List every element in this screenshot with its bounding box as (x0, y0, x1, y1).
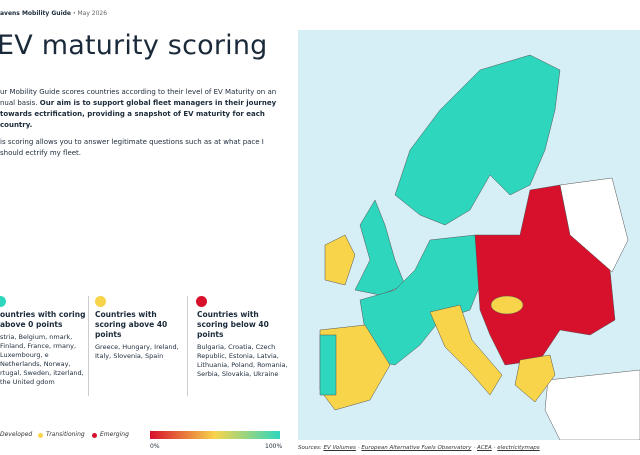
dot-transitioning (95, 296, 106, 307)
dot-developed (0, 296, 6, 307)
scale-min: 0% (150, 443, 160, 450)
column: ountries with coring above 0 points stria… (0, 310, 92, 387)
legend-item: Transitioning (46, 431, 85, 438)
legend-item: Developed (0, 431, 33, 438)
brand: avens Mobility Guide (0, 10, 72, 17)
legend-dot (92, 433, 97, 438)
column-heading: Countries with scoring below 40 points (197, 310, 269, 339)
column: Countries with scoring below 40 points Bu… (197, 310, 289, 379)
land-transitioning (429, 304, 503, 396)
source: European Alternative Fuels Observatory (361, 445, 472, 451)
scale-max: 100% (265, 443, 283, 450)
intro-1: ur Mobility Guide scores countries accor… (0, 87, 285, 131)
scale-bar (150, 431, 280, 439)
land-transitioning (324, 234, 356, 286)
header: avens Mobility Guide · May 2026 (0, 10, 108, 17)
intro-2: is scoring allows you to answer legitima… (0, 138, 264, 157)
column-countries: stria, Belgium, nmark, Finland, France, … (0, 333, 84, 386)
separator (187, 296, 188, 396)
land-emerging (474, 184, 616, 366)
column: Countries with scoring above 40 points Gr… (95, 310, 187, 361)
source: electricitymaps (497, 445, 540, 451)
source: EV Volumes (323, 445, 356, 451)
column-heading: Countries with scoring above 40 points (95, 310, 168, 339)
sources: Sources: EV Volumes · European Alternativ… (298, 445, 540, 451)
separator (88, 296, 89, 396)
legend-dot (38, 433, 43, 438)
column-countries: Bulgaria, Croatia, Czech Republic, Eston… (197, 343, 288, 378)
map (298, 30, 640, 440)
column-countries: Greece, Hungary, Ireland, Italy, Sloveni… (95, 343, 179, 360)
title: EV maturity scoring (0, 30, 268, 61)
source: ACEA (476, 445, 492, 451)
legend-item: Emerging (100, 431, 129, 438)
land-unscored (544, 369, 640, 440)
land-transitioning (514, 354, 556, 403)
sources-label: Sources: (298, 445, 322, 451)
land-developed (394, 54, 561, 226)
intro-bold: Our aim is to support global fleet manag… (0, 99, 277, 129)
column-heading: ountries with coring above 0 points (0, 310, 86, 329)
date: May 2026 (77, 10, 108, 17)
land-transitioning (490, 295, 524, 315)
land-developed (319, 334, 337, 396)
intro-plain: ur Mobility Guide scores countries accor… (0, 88, 277, 107)
dot-emerging (196, 296, 207, 307)
